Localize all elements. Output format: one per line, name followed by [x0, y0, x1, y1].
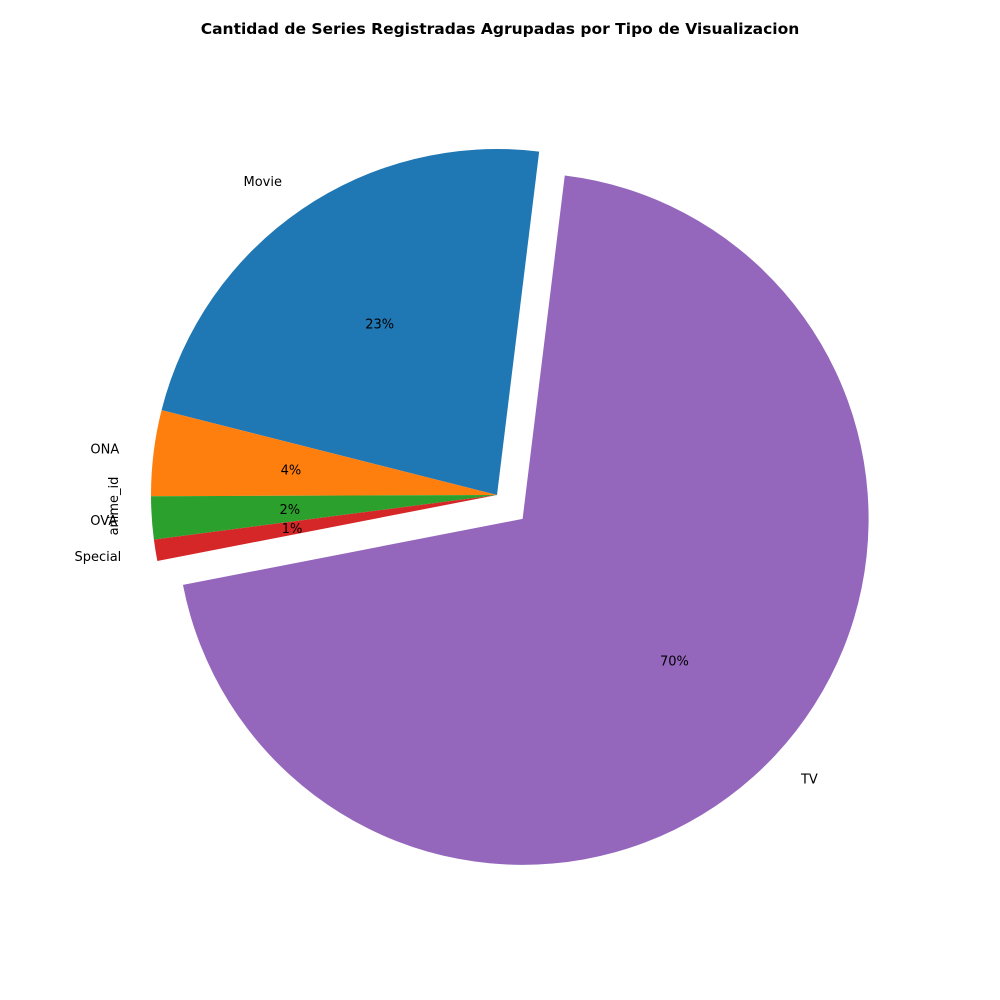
y-axis-label: anime_id: [107, 477, 122, 536]
slice-percent-ona: 4%: [281, 464, 302, 479]
slice-label-ova: OVA: [90, 514, 117, 529]
slice-percent-tv: 70%: [660, 654, 689, 669]
pie-slice-movie: [161, 149, 540, 495]
pie-slice-ona: [151, 410, 497, 497]
chart-title: Cantidad de Series Registradas Agrupadas…: [201, 20, 800, 38]
pie-slice-special: [153, 495, 497, 562]
slice-label-ona: ONA: [90, 443, 119, 458]
slice-label-special: Special: [74, 550, 121, 565]
slice-label-movie: Movie: [243, 175, 281, 190]
slice-percent-ova: 2%: [280, 503, 301, 518]
slice-label-tv: TV: [800, 772, 818, 787]
slice-percent-movie: 23%: [365, 318, 394, 333]
slice-percent-special: 1%: [282, 522, 303, 537]
pie-labels: Movie 23% ONA 4% OVA 2% Special 1% TV 70%: [74, 175, 817, 787]
pie-slice-tv: [182, 175, 869, 865]
pie-slices: [151, 149, 869, 865]
pie-slice-ova: [151, 495, 497, 540]
